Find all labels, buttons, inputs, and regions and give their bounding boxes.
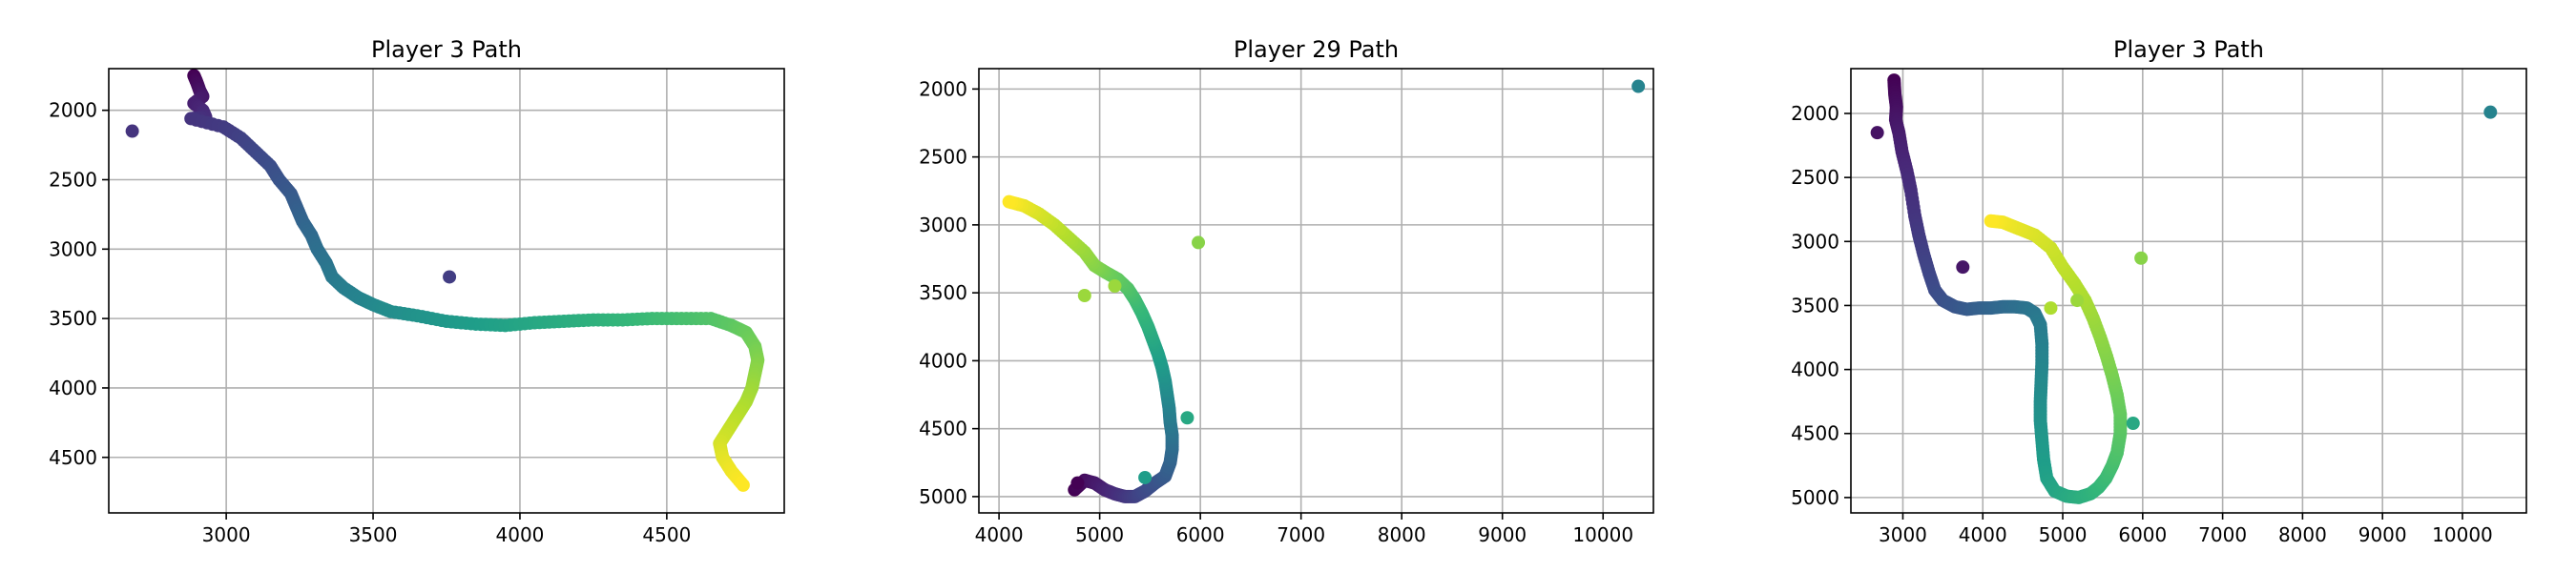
y-tick-label: 3500 [1791, 294, 1839, 317]
x-tick-label: 4000 [496, 523, 545, 546]
data-points [125, 69, 765, 492]
y-tick-label: 2000 [919, 77, 967, 100]
y-tick-label: 4500 [1791, 422, 1839, 445]
grid [109, 69, 784, 513]
x-tick-label: 9000 [2358, 523, 2407, 546]
chart-title: Player 3 Path [2113, 36, 2264, 63]
chart-panel-3: 3000 4000 5000 6000 7000 8000 9000 10000 2000 250… [1791, 36, 2527, 546]
outlier-point [1138, 470, 1153, 484]
y-tick-label: 4000 [919, 349, 967, 372]
outlier-point [1077, 288, 1091, 302]
x-tick-label: 6000 [1176, 523, 1225, 546]
x-tick-label: 3500 [349, 523, 398, 546]
y-tick-label: 3500 [919, 281, 967, 304]
x-tick-label: 4000 [975, 523, 1024, 546]
y-tick-label: 2500 [919, 146, 967, 169]
x-tick-label: 10000 [2432, 523, 2493, 546]
grid [979, 69, 1653, 513]
y-tick-label: 3000 [919, 214, 967, 236]
y-tick-label: 3500 [49, 307, 97, 330]
x-tick-label: 5000 [2039, 523, 2088, 546]
axes-frame [108, 68, 785, 514]
y-tick-label: 2500 [1791, 166, 1839, 189]
outlier-point [2126, 416, 2140, 430]
y-axis: 2000 2500 3000 3500 4000 4500 5000 [919, 77, 979, 508]
y-tick-label: 2000 [49, 99, 97, 122]
chart-panel-2: 4000 5000 6000 7000 8000 9000 10000 2000 2500 300… [919, 36, 1654, 546]
x-tick-label: 5000 [1075, 523, 1124, 546]
x-axis: 4000 5000 6000 7000 8000 9000 10000 [975, 513, 1633, 546]
x-axis: 3000 4000 5000 6000 7000 8000 9000 10000 [1879, 513, 2493, 546]
x-tick-label: 3000 [202, 523, 251, 546]
x-axis: 3000 3500 4000 4500 [202, 513, 691, 546]
chart-title: Player 29 Path [1234, 36, 1399, 63]
outlier-point [1192, 235, 1206, 250]
outlier-point [1870, 126, 1884, 140]
outlier-point [125, 124, 139, 138]
outlier-point [2483, 105, 2498, 119]
y-tick-label: 5000 [1791, 486, 1839, 509]
path-point [736, 478, 750, 492]
x-tick-label: 4000 [1959, 523, 2007, 546]
x-tick-label: 8000 [1378, 523, 1426, 546]
x-tick-label: 8000 [2278, 523, 2327, 546]
data-points [1870, 73, 2498, 504]
y-axis: 2000 2500 3000 3500 4000 4500 [49, 99, 109, 469]
outlier-point [2134, 251, 2149, 265]
y-tick-label: 4000 [1791, 358, 1839, 381]
y-tick-label: 3000 [49, 237, 97, 260]
outlier-point [1956, 260, 1970, 275]
x-tick-label: 9000 [1478, 523, 1527, 546]
y-tick-label: 4500 [919, 418, 967, 440]
outlier-point [443, 270, 457, 284]
y-tick-label: 2500 [49, 169, 97, 192]
y-tick-label: 4000 [49, 377, 97, 399]
axes-frame [978, 68, 1654, 514]
y-tick-label: 4500 [49, 446, 97, 469]
outlier-point [2044, 301, 2058, 316]
path-point [1984, 214, 1998, 228]
y-axis: 2000 2500 3000 3500 4000 4500 5000 [1791, 102, 1851, 509]
y-tick-label: 2000 [1791, 102, 1839, 125]
x-tick-label: 4500 [642, 523, 691, 546]
x-tick-label: 7000 [2198, 523, 2247, 546]
x-tick-label: 7000 [1277, 523, 1325, 546]
y-tick-label: 5000 [919, 485, 967, 508]
y-tick-label: 3000 [1791, 230, 1839, 253]
x-tick-label: 3000 [1879, 523, 1927, 546]
outlier-point [1180, 411, 1195, 425]
outlier-point [1070, 476, 1085, 490]
axes-frame [1850, 68, 2527, 514]
outlier-point [2070, 294, 2085, 308]
x-tick-label: 6000 [2118, 523, 2167, 546]
path-point [1002, 194, 1016, 209]
x-tick-label: 10000 [1572, 523, 1633, 546]
outlier-point [1631, 79, 1646, 93]
data-points [1002, 79, 1646, 503]
grid [1851, 69, 2526, 513]
chart-panel-1: 3000 3500 4000 4500 2000 2500 3000 3500 4000 4500… [49, 36, 785, 546]
chart-title: Player 3 Path [371, 36, 522, 63]
outlier-point [1108, 279, 1122, 294]
